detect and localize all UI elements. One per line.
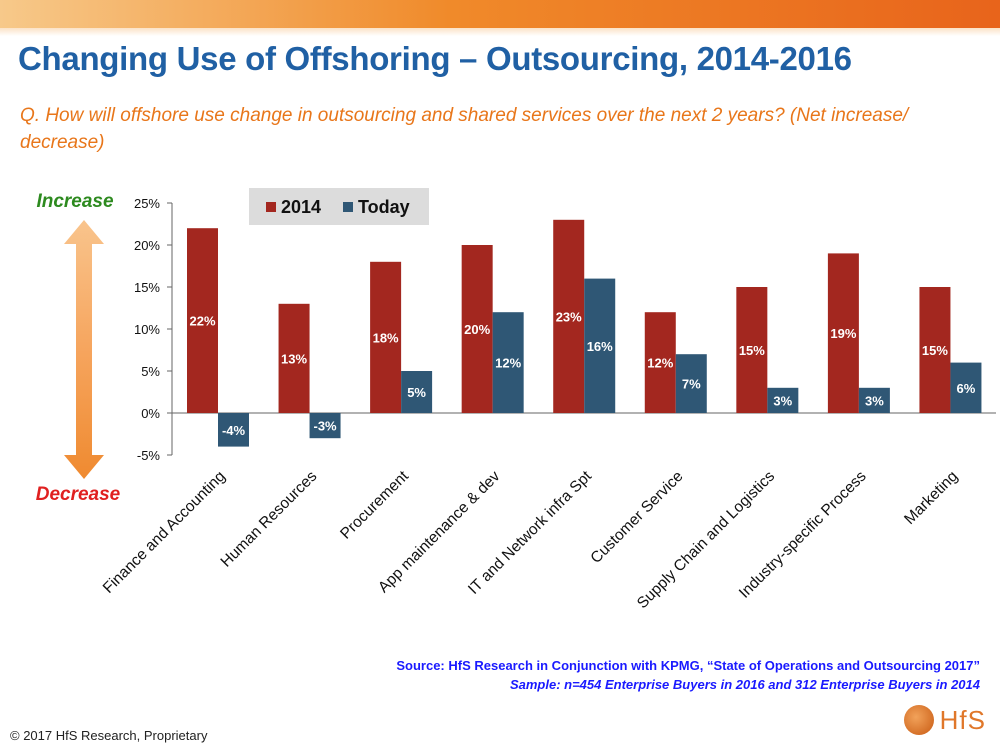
legend-label-today: Today — [358, 197, 410, 217]
y-tick-label: 10% — [134, 322, 160, 337]
bar-2014 — [919, 287, 951, 413]
bar-2014 — [370, 261, 402, 413]
bar-today — [492, 312, 524, 413]
bar-today — [309, 413, 341, 439]
bar-2014 — [553, 219, 585, 413]
data-label: 16% — [587, 339, 613, 354]
bar-2014 — [827, 253, 859, 413]
category-label: Human Resources — [218, 468, 321, 571]
bar-today — [950, 362, 982, 413]
bar-today — [675, 354, 707, 413]
data-label: 12% — [495, 356, 521, 371]
category-label: Customer Service — [587, 468, 686, 567]
legend-swatch-today — [343, 202, 353, 212]
data-label: 19% — [830, 326, 856, 341]
bar-chart: Increase Decrease 2014 Today 25% 20% 15% 10… — [36, 188, 996, 612]
y-tick-label: 20% — [134, 238, 160, 253]
page-title: Changing Use of Offshoring – Outsourcing… — [18, 40, 852, 77]
increase-label: Increase — [36, 191, 114, 212]
legend-swatch-2014 — [266, 202, 276, 212]
data-label: 3% — [865, 393, 884, 408]
bar-today — [218, 413, 249, 447]
data-label: 15% — [922, 343, 948, 358]
copyright: © 2017 HfS Research, Proprietary — [10, 728, 208, 743]
data-label: 18% — [373, 330, 399, 345]
data-label: 6% — [957, 381, 976, 396]
data-label: 23% — [556, 309, 582, 324]
sample-line: Sample: n=454 Enterprise Buyers in 2016 … — [509, 677, 980, 692]
data-label: 3% — [773, 393, 792, 408]
data-label: 22% — [189, 314, 215, 329]
hfs-logo-icon — [903, 705, 934, 735]
y-tick-label: 25% — [134, 196, 160, 211]
category-label: Marketing — [901, 468, 961, 528]
header-band-fade — [0, 28, 1000, 36]
y-tick-label: 15% — [134, 280, 160, 295]
source-line: Source: HfS Research in Conjunction with… — [396, 658, 980, 673]
data-label: 12% — [647, 356, 673, 371]
bar-today — [401, 371, 433, 413]
data-label: 13% — [281, 351, 307, 366]
bars: 22% -4% 13% -3% 18% 5% 20% 12% 23% 16% 12% 7% 15% 3% 1… — [187, 219, 982, 447]
data-label: 7% — [682, 377, 701, 392]
hfs-logo-text: HfS — [939, 704, 986, 735]
data-label: -4% — [222, 423, 246, 438]
bar-today — [858, 387, 890, 413]
survey-question: Q. How will offshore use change in outso… — [20, 105, 909, 153]
category-label: Procurement — [337, 467, 412, 542]
y-tick-label: -5% — [137, 448, 161, 463]
hfs-logo: HfS — [903, 700, 986, 740]
bar-2014 — [736, 287, 768, 413]
legend-box — [249, 188, 429, 225]
source-note: Source: HfS Research in Conjunction with… — [396, 656, 980, 694]
legend-label-2014: 2014 — [281, 197, 321, 217]
data-label: 20% — [464, 322, 490, 337]
data-label: -3% — [313, 419, 337, 434]
header-band — [0, 0, 1000, 28]
bar-today — [584, 278, 616, 413]
bar-2014 — [187, 228, 218, 413]
y-tick-label: 0% — [141, 406, 160, 421]
bar-2014 — [278, 303, 310, 413]
decrease-label: Decrease — [36, 484, 121, 505]
bar-2014 — [644, 312, 676, 413]
y-axis-ticks: 25% 20% 15% 10% 5% 0% -5% — [134, 196, 172, 463]
legend: 2014 Today — [249, 188, 429, 225]
bar-today — [767, 387, 799, 413]
data-label: 15% — [739, 343, 765, 358]
y-tick-label: 5% — [141, 364, 160, 379]
bar-2014 — [461, 245, 493, 413]
up-down-arrow — [64, 220, 104, 479]
data-label: 5% — [407, 385, 426, 400]
